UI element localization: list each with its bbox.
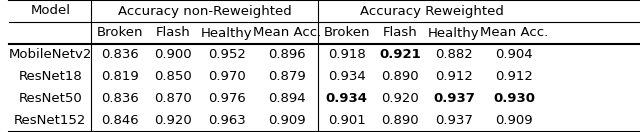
Text: Model: Model — [31, 4, 70, 18]
Text: 0.836: 0.836 — [101, 48, 139, 62]
Text: Broken: Broken — [324, 27, 370, 39]
Text: ResNet152: ResNet152 — [14, 114, 86, 128]
Text: 0.912: 0.912 — [495, 70, 533, 84]
Text: Accuracy Reweighted: Accuracy Reweighted — [360, 4, 504, 18]
Text: 0.890: 0.890 — [381, 114, 419, 128]
Text: 0.882: 0.882 — [435, 48, 473, 62]
Text: MobileNetv2: MobileNetv2 — [9, 48, 92, 62]
Text: Healthy: Healthy — [201, 27, 253, 39]
Text: 0.909: 0.909 — [495, 114, 532, 128]
Text: 0.870: 0.870 — [154, 93, 192, 105]
Text: 0.912: 0.912 — [435, 70, 473, 84]
Text: 0.970: 0.970 — [208, 70, 246, 84]
Text: Healthy: Healthy — [428, 27, 480, 39]
Text: 0.846: 0.846 — [101, 114, 139, 128]
Text: ResNet18: ResNet18 — [19, 70, 83, 84]
Text: 0.930: 0.930 — [493, 93, 535, 105]
Text: 0.920: 0.920 — [381, 93, 419, 105]
Text: 0.934: 0.934 — [328, 70, 365, 84]
Text: 0.890: 0.890 — [381, 70, 419, 84]
Text: 0.909: 0.909 — [268, 114, 306, 128]
Text: 0.937: 0.937 — [435, 114, 473, 128]
Text: 0.896: 0.896 — [268, 48, 306, 62]
Text: 0.900: 0.900 — [155, 48, 192, 62]
Text: 0.904: 0.904 — [495, 48, 532, 62]
Text: 0.920: 0.920 — [154, 114, 192, 128]
Text: 0.934: 0.934 — [326, 93, 368, 105]
Text: 0.918: 0.918 — [328, 48, 365, 62]
Text: 0.901: 0.901 — [328, 114, 365, 128]
Text: Flash: Flash — [156, 27, 191, 39]
Text: 0.963: 0.963 — [208, 114, 246, 128]
Text: 0.836: 0.836 — [101, 93, 139, 105]
Text: Mean Acc.: Mean Acc. — [253, 27, 321, 39]
Text: 0.819: 0.819 — [101, 70, 139, 84]
Text: 0.879: 0.879 — [268, 70, 306, 84]
Text: 0.894: 0.894 — [268, 93, 306, 105]
Text: Broken: Broken — [97, 27, 143, 39]
Text: ResNet50: ResNet50 — [19, 93, 83, 105]
Text: 0.850: 0.850 — [154, 70, 192, 84]
Text: Accuracy non-Reweighted: Accuracy non-Reweighted — [118, 4, 292, 18]
Text: Flash: Flash — [383, 27, 418, 39]
Text: 0.976: 0.976 — [208, 93, 246, 105]
Text: 0.937: 0.937 — [433, 93, 475, 105]
Text: 0.952: 0.952 — [208, 48, 246, 62]
Text: 0.921: 0.921 — [380, 48, 421, 62]
Text: Mean Acc.: Mean Acc. — [480, 27, 548, 39]
